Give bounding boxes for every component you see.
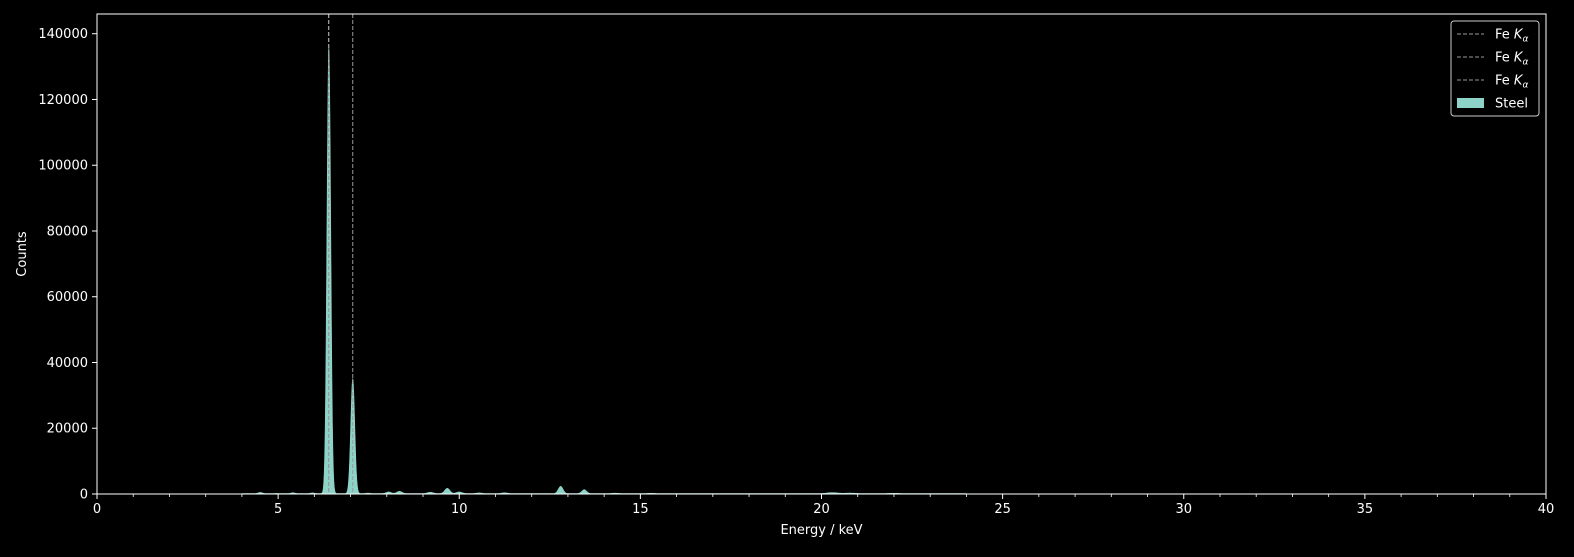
y-axis-ticks: 0 20000 40000 60000 80000 100000 120000 140000: [38, 27, 97, 503]
x-tick-label: 0: [93, 502, 101, 517]
legend-steel-swatch: [1457, 98, 1484, 108]
legend-fe-k-alpha-label: Fe Kα: [1495, 51, 1528, 68]
x-tick-label: 30: [1175, 502, 1192, 517]
x-tick-label: 25: [994, 502, 1011, 517]
y-tick-label: 80000: [47, 224, 88, 239]
legend-steel-label: Steel: [1495, 97, 1528, 112]
legend-fe-k-alpha-label: Fe Kα: [1495, 74, 1528, 91]
y-tick-label: 0: [80, 488, 88, 503]
x-tick-label: 20: [813, 502, 830, 517]
y-tick-label: 20000: [47, 422, 88, 437]
x-axis-label: Energy / keV: [780, 523, 862, 538]
x-axis-ticks: 0 5 10 15 20 25 30 35 40: [93, 494, 1554, 517]
y-tick-label: 120000: [38, 93, 88, 108]
x-tick-label: 35: [1357, 502, 1374, 517]
legend-fe-k-alpha-label: Fe Kα: [1495, 28, 1528, 45]
y-tick-label: 60000: [47, 290, 88, 305]
x-tick-label: 40: [1538, 502, 1555, 517]
y-tick-label: 100000: [38, 159, 88, 174]
y-tick-label: 140000: [38, 27, 88, 42]
legend: Fe Kα Fe Kα Fe Kα Steel: [1450, 20, 1540, 117]
legend-box: [1450, 20, 1540, 117]
x-tick-label: 5: [274, 502, 282, 517]
y-tick-label: 40000: [47, 356, 88, 371]
y-axis-label: Counts: [15, 231, 30, 277]
x-tick-label: 10: [451, 502, 468, 517]
x-tick-label: 15: [632, 502, 649, 517]
